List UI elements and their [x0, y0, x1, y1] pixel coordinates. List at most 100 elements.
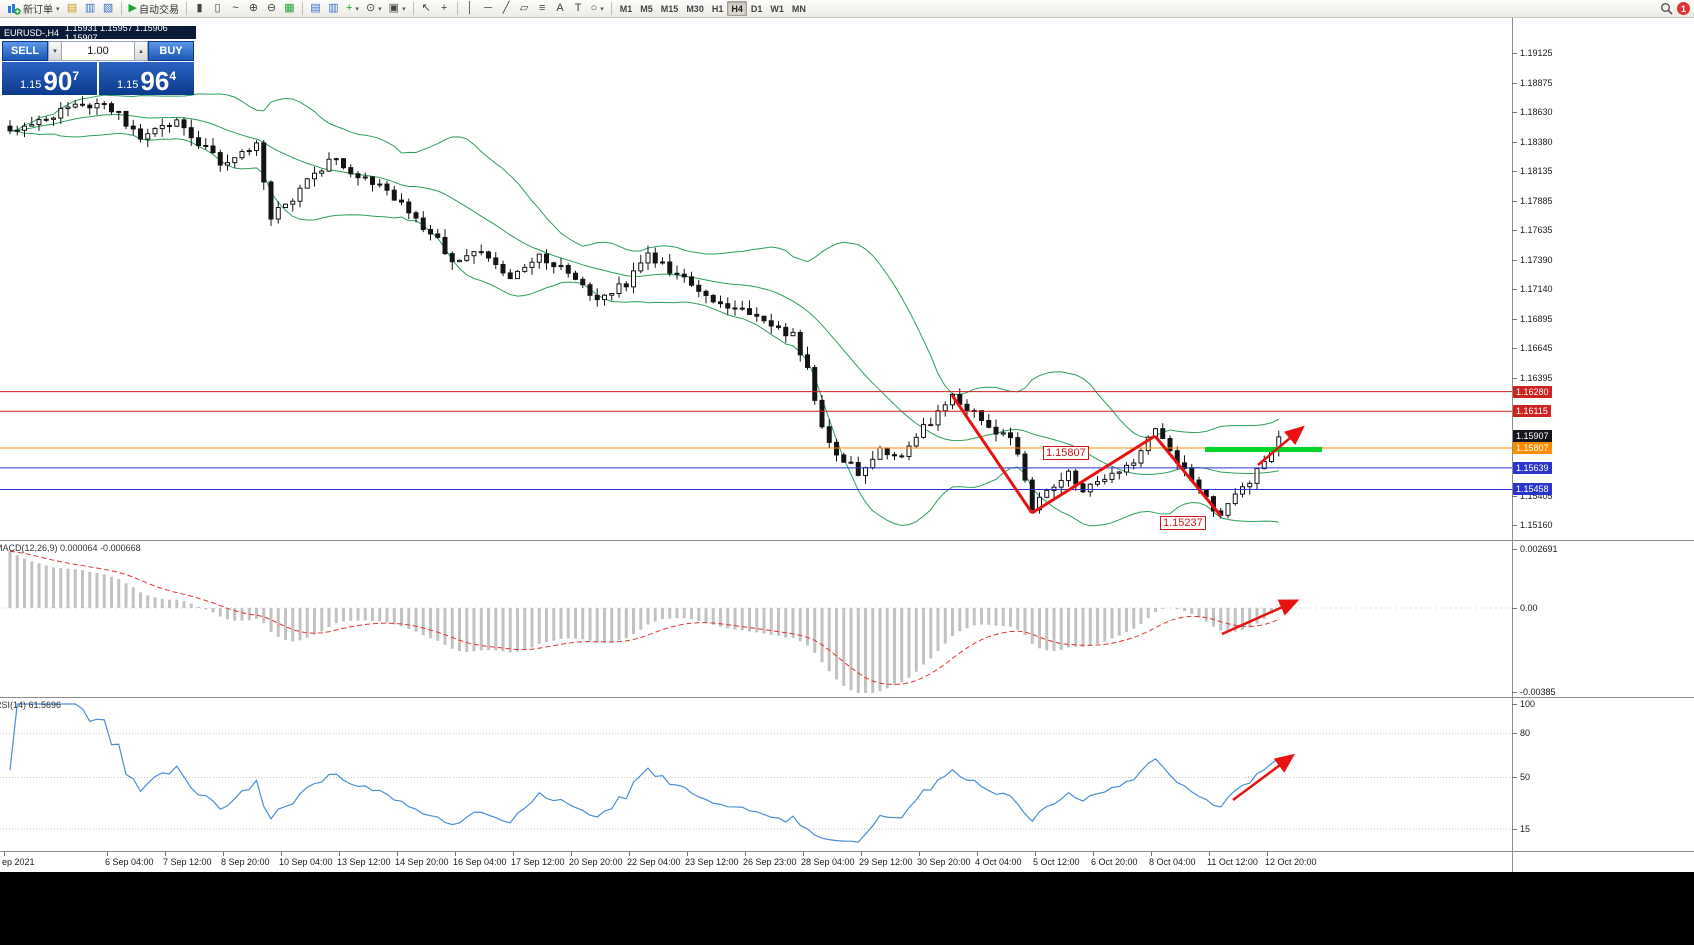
timeframe-button-M1[interactable]: M1 — [619, 3, 633, 14]
time-axis-tick — [745, 852, 746, 856]
panel-separator-rsi[interactable] — [0, 697, 1694, 698]
price-scale-tick — [1512, 259, 1517, 261]
time-axis-label: 29 Sep 12:00 — [859, 857, 913, 867]
label-tool-button[interactable]: T — [570, 1, 587, 17]
search-icon[interactable] — [1660, 2, 1673, 15]
arrange-list-icon: ▤ — [310, 2, 321, 14]
toolbar-right-group: 1 — [1660, 2, 1690, 15]
toolbar-separator — [456, 2, 458, 15]
macd-axis-tick — [1512, 608, 1517, 609]
autotrading-label: 自动交易 — [138, 5, 179, 16]
panel-separator-macd[interactable] — [0, 540, 1694, 541]
bar-chart-button[interactable]: ▮ — [191, 1, 208, 17]
quote-bar: EURUSD-,H4 1.15931 1.15957 1.15906 1.159… — [0, 23, 196, 43]
buy-button[interactable]: BUY — [148, 41, 194, 61]
timeframe-button-MN[interactable]: MN — [791, 3, 806, 14]
timeframe-button-W1[interactable]: W1 — [770, 3, 784, 14]
autotrading-button[interactable]: ▶ 自动交易 — [126, 1, 182, 17]
vertical-line-tool-button[interactable]: │ — [462, 1, 479, 17]
annotation-price-tag[interactable]: 1.15807 — [1043, 446, 1089, 460]
rsi-plot — [0, 703, 1512, 843]
price-scale-tick — [1512, 230, 1517, 232]
arrange-grid-button[interactable]: ▥ — [325, 1, 342, 17]
rsi-axis-tick — [1512, 704, 1517, 705]
time-axis-tick — [281, 852, 282, 856]
time-axis-tick — [223, 852, 224, 856]
periods-button[interactable]: ⊙ ▾ — [363, 1, 385, 17]
market-watch-button[interactable]: ▤ — [64, 1, 81, 17]
trend-annotations[interactable] — [950, 394, 1322, 802]
horizontal-line-tool-button[interactable]: ─ — [480, 1, 497, 17]
timeframe-button-M30[interactable]: M30 — [686, 3, 704, 14]
time-axis-label: 12 Oct 20:00 — [1265, 857, 1317, 867]
timeframe-button-H4[interactable]: H4 — [727, 1, 747, 16]
templates-icon: ▣ — [388, 2, 400, 14]
crosshair-button[interactable]: + — [436, 1, 453, 17]
price-scale-label: 1.16895 — [1520, 313, 1553, 324]
timeframe-button-D1[interactable]: D1 — [750, 3, 763, 14]
cursor-button[interactable]: ↖ — [418, 1, 435, 17]
price-scale-label: 1.17885 — [1520, 195, 1553, 206]
channel-tool-button[interactable]: ▱ — [516, 1, 533, 17]
price-scale-tick — [1512, 348, 1517, 350]
time-axis-label: 10 Sep 04:00 — [279, 857, 333, 867]
data-window-button[interactable]: ▥ — [82, 1, 99, 17]
time-axis-tick — [339, 852, 340, 856]
toolbar-separator — [610, 2, 612, 15]
price-scale-tick — [1512, 112, 1517, 114]
time-axis-label: 6 Oct 20:00 — [1091, 857, 1138, 867]
time-axis-label: 16 Sep 04:00 — [453, 857, 507, 867]
time-axis-label: 20 Sep 20:00 — [569, 857, 623, 867]
templates-button[interactable]: ▣ ▾ — [386, 1, 409, 17]
arrange-list-button[interactable]: ▤ — [307, 1, 324, 17]
price-scale-tick — [1512, 53, 1517, 55]
zoom-in-button[interactable]: ⊕ — [245, 1, 262, 17]
text-tool-button[interactable]: A — [552, 1, 569, 17]
timeframe-button-M5[interactable]: M5 — [640, 3, 653, 14]
candlestick-icon: ▯ — [214, 2, 221, 14]
fibonacci-tool-button[interactable]: ≡ — [534, 1, 551, 17]
line-chart-icon: ~ — [232, 2, 239, 14]
time-axis-tick — [1209, 852, 1210, 856]
sell-button[interactable]: SELL — [2, 41, 48, 61]
timeframe-button-M15[interactable]: M15 — [660, 3, 679, 14]
new-chart-button[interactable]: + ▾ — [343, 1, 362, 17]
time-axis-tick — [1267, 852, 1268, 856]
rsi-axis-value: 100 — [1520, 699, 1536, 709]
toolbar-separator — [185, 2, 187, 15]
sell-price-display[interactable]: 1.15 90 7 — [2, 62, 97, 95]
new-order-button[interactable]: 新订单 ▾ — [4, 1, 63, 17]
price-scale-label: 1.17140 — [1520, 284, 1553, 295]
shapes-icon: ○ — [590, 2, 598, 14]
macd-indicator-label: MACD(12,26,9) 0.000064 -0.000668 — [0, 543, 141, 553]
one-click-prices: 1.15 90 7 1.15 96 4 — [2, 62, 194, 95]
navigator-button[interactable]: ▧ — [100, 1, 117, 17]
price-level-tag: 1.15458 — [1513, 483, 1552, 496]
volume-decrease-button[interactable]: ▾ — [48, 41, 62, 61]
candlestick-chart-button[interactable]: ▯ — [209, 1, 226, 17]
buy-price-display[interactable]: 1.15 96 4 — [99, 62, 194, 95]
notification-badge[interactable]: 1 — [1677, 2, 1690, 15]
time-axis-tick — [687, 852, 688, 856]
price-scale-tick — [1512, 289, 1517, 291]
price-scale-label: 1.18135 — [1520, 165, 1553, 176]
tile-windows-button[interactable]: ▦ — [281, 1, 298, 17]
price-scale-label: 1.15160 — [1520, 519, 1553, 530]
trendline-tool-button[interactable]: ╱ — [498, 1, 515, 17]
volume-increase-button[interactable]: ▴ — [134, 41, 148, 61]
price-scale-tick — [1512, 82, 1517, 84]
time-axis-label: 8 Oct 04:00 — [1149, 857, 1196, 867]
annotation-price-tag[interactable]: 1.15237 — [1160, 516, 1206, 530]
shapes-tool-button[interactable]: ○ ▾ — [588, 1, 607, 17]
navigator-icon: ▧ — [102, 2, 114, 14]
timeframe-button-H1[interactable]: H1 — [711, 3, 724, 14]
line-chart-button[interactable]: ~ — [227, 1, 244, 17]
volume-input[interactable] — [62, 41, 134, 61]
toolbar-separator — [301, 2, 303, 15]
time-axis-label: 23 Sep 12:00 — [685, 857, 739, 867]
zoom-out-button[interactable]: ⊖ — [263, 1, 280, 17]
cursor-icon: ↖ — [421, 2, 431, 14]
tile-windows-icon: ▦ — [284, 2, 295, 14]
